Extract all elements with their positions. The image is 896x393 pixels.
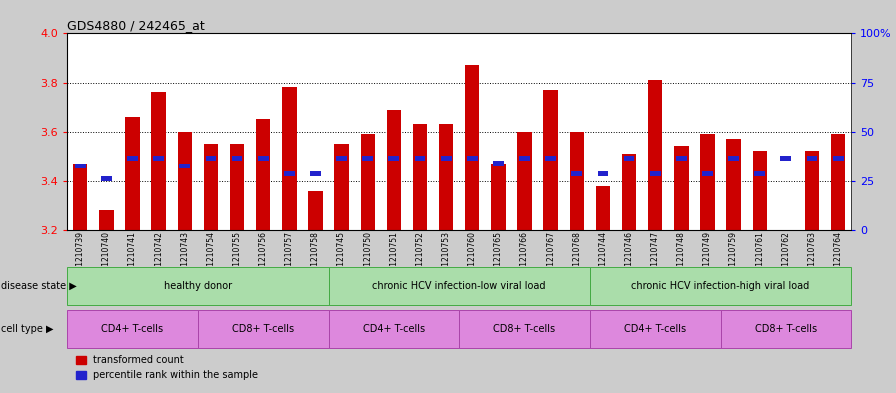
Legend: transformed count, percentile rank within the sample: transformed count, percentile rank withi… xyxy=(72,352,263,384)
Bar xyxy=(570,132,584,230)
Bar xyxy=(648,80,662,230)
Bar xyxy=(99,210,114,230)
Bar xyxy=(517,132,531,230)
Text: CD4+ T-cells: CD4+ T-cells xyxy=(363,324,425,334)
Bar xyxy=(596,186,610,230)
Bar xyxy=(101,176,112,180)
Bar xyxy=(728,156,739,161)
Bar xyxy=(153,156,164,161)
Bar xyxy=(572,171,582,176)
Bar xyxy=(75,164,86,168)
Text: CD4+ T-cells: CD4+ T-cells xyxy=(101,324,164,334)
Bar xyxy=(334,144,349,230)
Text: CD4+ T-cells: CD4+ T-cells xyxy=(625,324,686,334)
Bar xyxy=(467,156,478,161)
Bar xyxy=(701,134,715,230)
Bar xyxy=(519,156,530,161)
Bar xyxy=(806,156,817,161)
Bar xyxy=(831,134,845,230)
Bar xyxy=(465,65,479,230)
Bar xyxy=(205,156,216,161)
Text: CD8+ T-cells: CD8+ T-cells xyxy=(232,324,294,334)
Bar xyxy=(336,156,347,161)
Bar xyxy=(727,139,741,230)
Bar xyxy=(177,132,192,230)
Bar xyxy=(780,156,791,161)
Bar xyxy=(308,191,323,230)
Bar xyxy=(674,146,688,230)
Bar xyxy=(754,171,765,176)
Text: disease state ▶: disease state ▶ xyxy=(1,281,77,291)
Bar xyxy=(439,124,453,230)
Bar xyxy=(232,156,243,161)
Bar xyxy=(203,144,218,230)
Bar xyxy=(413,124,427,230)
Bar xyxy=(230,144,245,230)
Text: chronic HCV infection-high viral load: chronic HCV infection-high viral load xyxy=(632,281,810,291)
Bar xyxy=(805,151,819,230)
Bar xyxy=(151,92,166,230)
Text: CD8+ T-cells: CD8+ T-cells xyxy=(494,324,556,334)
Text: healthy donor: healthy donor xyxy=(164,281,232,291)
Text: GDS4880 / 242465_at: GDS4880 / 242465_at xyxy=(67,19,205,32)
Bar xyxy=(441,156,452,161)
Bar xyxy=(676,156,686,161)
Bar xyxy=(256,119,271,230)
Bar xyxy=(258,156,269,161)
Bar xyxy=(389,156,400,161)
Text: chronic HCV infection-low viral load: chronic HCV infection-low viral load xyxy=(373,281,546,291)
Text: cell type ▶: cell type ▶ xyxy=(1,324,54,334)
Bar xyxy=(179,164,190,168)
Bar xyxy=(310,171,321,176)
Bar xyxy=(702,171,713,176)
Bar xyxy=(624,156,634,161)
Bar xyxy=(127,156,138,161)
Bar xyxy=(493,162,504,166)
Bar xyxy=(282,87,297,230)
Text: CD8+ T-cells: CD8+ T-cells xyxy=(754,324,817,334)
Bar xyxy=(415,156,426,161)
Bar xyxy=(622,154,636,230)
Bar xyxy=(598,171,608,176)
Bar xyxy=(832,156,843,161)
Bar xyxy=(387,110,401,230)
Bar xyxy=(491,163,505,230)
Bar xyxy=(284,171,295,176)
Bar xyxy=(360,134,375,230)
Bar xyxy=(753,151,767,230)
Bar xyxy=(362,156,373,161)
Bar xyxy=(544,90,558,230)
Bar xyxy=(650,171,660,176)
Bar xyxy=(73,163,88,230)
Bar xyxy=(546,156,556,161)
Bar xyxy=(125,117,140,230)
